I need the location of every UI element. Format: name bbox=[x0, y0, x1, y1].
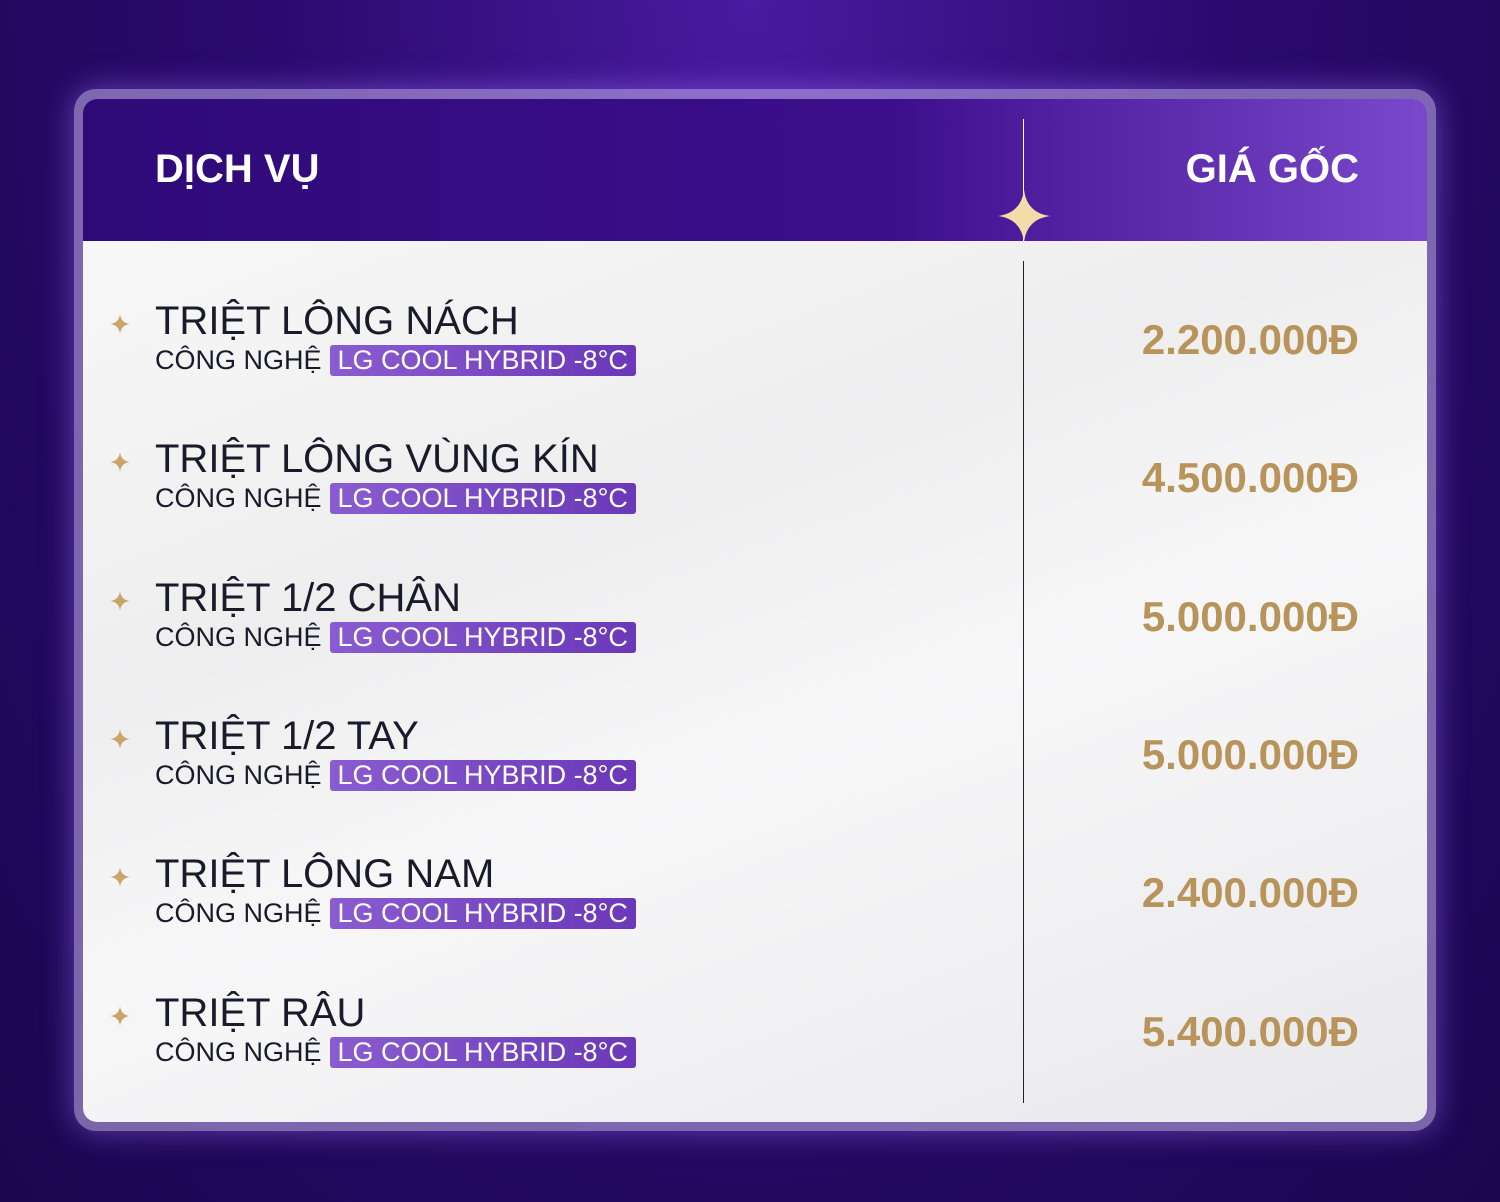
technology-label: CÔNG NGHỆ bbox=[155, 759, 322, 790]
technology-label: CÔNG NGHỆ bbox=[155, 483, 322, 514]
header-price: GIÁ GỐC bbox=[1185, 147, 1359, 191]
table-header: DỊCH VỤ GIÁ GỐC bbox=[83, 99, 1427, 241]
price-table: DỊCH VỤ GIÁ GỐC TRIỆT LÔNG NÁCH CÔNG NGHỆ… bbox=[83, 99, 1427, 1122]
price: 5.000.000Đ bbox=[1141, 592, 1359, 640]
header-service: DỊCH VỤ bbox=[155, 147, 320, 191]
technology: CÔNG NGHỆ LG COOL HYBRID -8°C bbox=[155, 345, 636, 376]
technology-tag: LG COOL HYBRID -8°C bbox=[329, 1036, 636, 1068]
technology-tag: LG COOL HYBRID -8°C bbox=[329, 483, 636, 515]
technology-label: CÔNG NGHỆ bbox=[155, 898, 322, 929]
price: 2.400.000Đ bbox=[1141, 869, 1359, 917]
technology-tag: LG COOL HYBRID -8°C bbox=[329, 621, 636, 653]
service-name: TRIỆT LÔNG VÙNG KÍN bbox=[155, 437, 599, 482]
price: 5.400.000Đ bbox=[1141, 1007, 1359, 1055]
service-name: TRIỆT LÔNG NÁCH bbox=[155, 299, 519, 343]
technology: CÔNG NGHỆ LG COOL HYBRID -8°C bbox=[155, 621, 636, 653]
bullet-star bbox=[110, 314, 130, 334]
bullet-star bbox=[110, 867, 130, 888]
service-name: TRIỆT 1/2 TAY bbox=[155, 713, 419, 758]
service-name: TRIỆT LÔNG NAM bbox=[155, 852, 495, 897]
technology: CÔNG NGHỆ LG COOL HYBRID -8°C bbox=[155, 898, 636, 930]
bullet-star bbox=[110, 452, 130, 473]
technology: CÔNG NGHỆ LG COOL HYBRID -8°C bbox=[155, 759, 636, 791]
technology-label: CÔNG NGHỆ bbox=[155, 621, 322, 652]
price: 5.000.000Đ bbox=[1141, 730, 1359, 778]
column-divider bbox=[1023, 261, 1024, 1103]
bullet-star bbox=[110, 590, 130, 611]
technology-label: CÔNG NGHỆ bbox=[155, 1036, 322, 1067]
technology-label: CÔNG NGHỆ bbox=[155, 345, 322, 375]
service-name: TRIỆT 1/2 CHÂN bbox=[155, 575, 461, 620]
technology: CÔNG NGHỆ LG COOL HYBRID -8°C bbox=[155, 1036, 636, 1068]
technology-tag: LG COOL HYBRID -8°C bbox=[329, 759, 636, 791]
header-star bbox=[998, 190, 1050, 242]
bullet-star bbox=[110, 1005, 130, 1026]
technology-tag: LG COOL HYBRID -8°C bbox=[329, 898, 636, 930]
price: 4.500.000Đ bbox=[1141, 454, 1359, 502]
technology: CÔNG NGHỆ LG COOL HYBRID -8°C bbox=[155, 483, 636, 515]
price: 2.200.000Đ bbox=[1141, 316, 1359, 363]
header-divider bbox=[1023, 119, 1024, 241]
technology-tag: LG COOL HYBRID -8°C bbox=[329, 345, 636, 376]
service-name: TRIỆT RÂU bbox=[155, 990, 366, 1035]
bullet-star bbox=[110, 728, 130, 749]
